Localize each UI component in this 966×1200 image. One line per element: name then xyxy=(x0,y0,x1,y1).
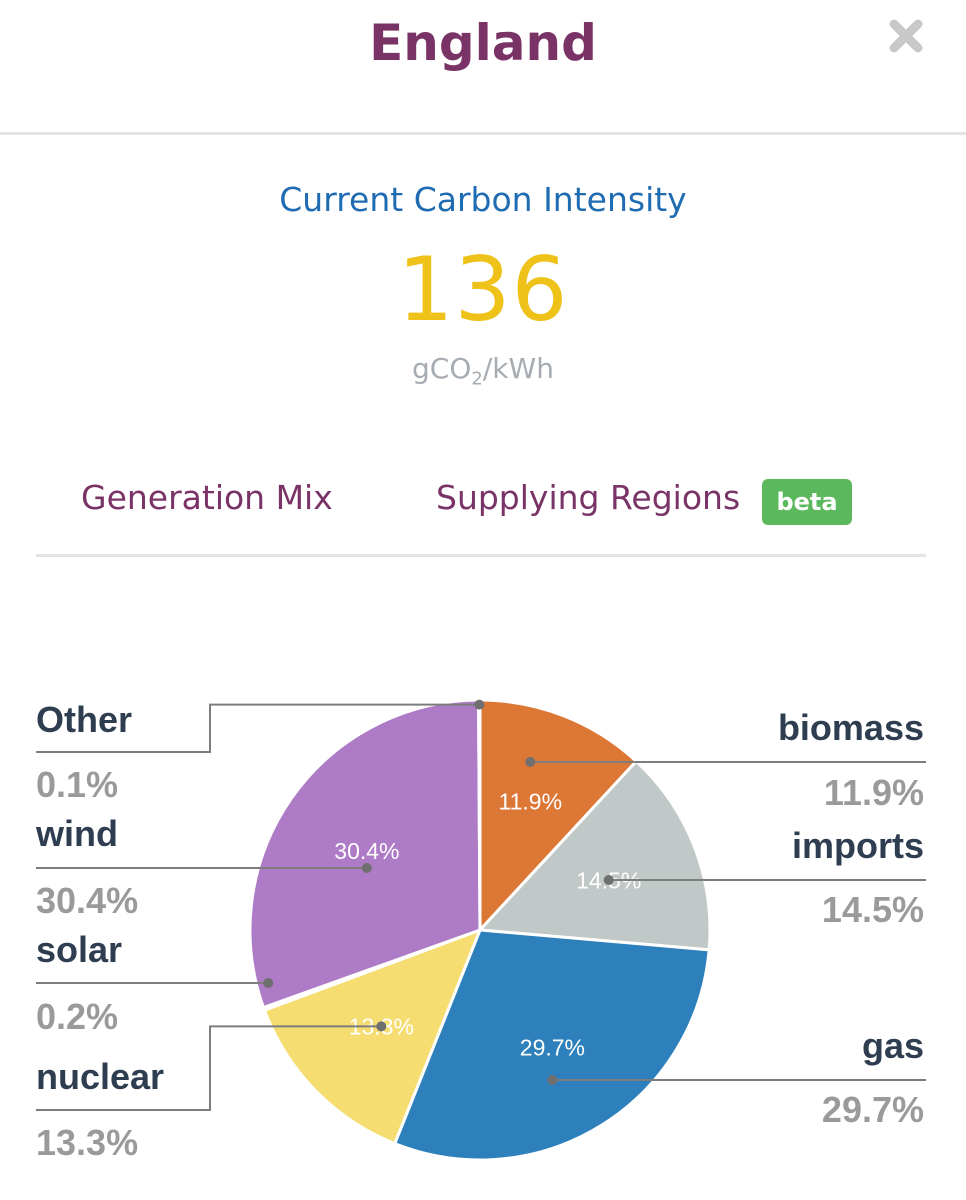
legend-name-other: Other xyxy=(36,699,132,740)
legend-name-solar: solar xyxy=(36,929,122,970)
legend-name-wind: wind xyxy=(35,813,118,854)
legend-value-gas: 29.7% xyxy=(822,1089,924,1130)
legend-value-nuclear: 13.3% xyxy=(36,1122,138,1163)
pie-connector-dot-gas xyxy=(547,1075,558,1085)
legend-value-imports: 14.5% xyxy=(822,889,924,930)
tab-bar: Generation Mix Supplying Regions beta xyxy=(36,470,926,557)
region-title: England xyxy=(369,14,597,72)
legend-name-imports: imports xyxy=(792,825,924,866)
pie-connector-other xyxy=(36,703,480,753)
pie-connector-nuclear xyxy=(36,1025,382,1111)
legend-value-wind: 30.4% xyxy=(36,880,138,921)
carbon-intensity-label: Current Carbon Intensity xyxy=(279,180,687,219)
pie-connector-dot-solar xyxy=(263,978,274,988)
carbon-intensity-value: 136 xyxy=(397,238,569,341)
pie-slice-nuclear[interactable] xyxy=(262,927,483,1146)
pie-connector-dot-biomass xyxy=(525,757,536,767)
pie-slice-biomass[interactable] xyxy=(478,698,639,934)
pie-slice-gas[interactable] xyxy=(392,928,711,1162)
beta-badge: beta xyxy=(762,479,852,525)
pie-connector-dot-wind xyxy=(361,863,372,873)
legend-name-nuclear: nuclear xyxy=(36,1056,164,1097)
pie-inside-label-gas: 29.7% xyxy=(520,1035,585,1061)
legend-value-other: 0.1% xyxy=(36,764,118,805)
carbon-intensity-unit: gCO2/kWh xyxy=(412,352,554,390)
pie-slice-wind[interactable] xyxy=(248,698,482,1010)
pie-connector-dot-nuclear xyxy=(376,1021,387,1032)
pie-connector-dot-other xyxy=(474,699,485,710)
pie-slice-other[interactable] xyxy=(477,698,482,931)
legend-value-biomass: 11.9% xyxy=(824,772,924,813)
pie-inside-label-biomass: 11.9% xyxy=(499,789,563,815)
tab-generation-mix[interactable]: Generation Mix xyxy=(81,478,333,517)
close-icon[interactable] xyxy=(884,14,928,58)
modal-header: England xyxy=(0,0,966,135)
legend-name-gas: gas xyxy=(862,1025,924,1066)
legend-value-solar: 0.2% xyxy=(36,996,118,1037)
pie-inside-label-wind: 30.4% xyxy=(334,838,399,864)
tab-supplying-regions[interactable]: Supplying Regions xyxy=(436,478,741,517)
pie-connector-dot-imports xyxy=(603,875,614,885)
pie-slice-imports[interactable] xyxy=(476,759,712,952)
legend-name-biomass: biomass xyxy=(778,707,924,748)
